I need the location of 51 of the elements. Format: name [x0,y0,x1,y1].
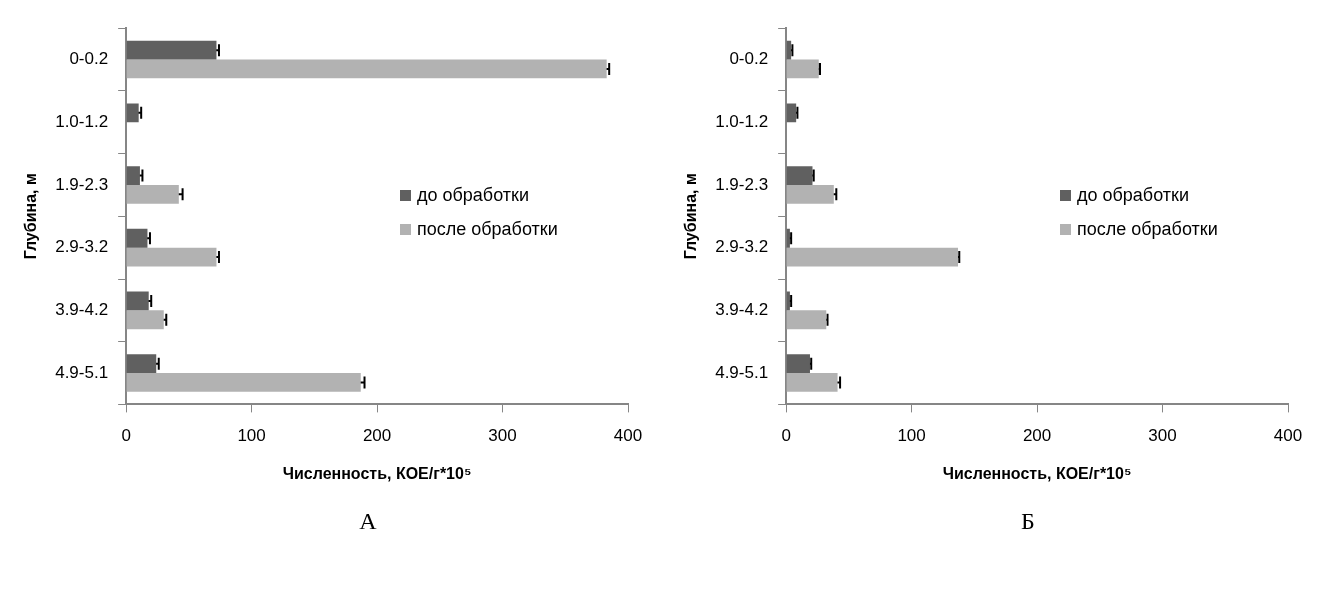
legend-label: после обработки [417,218,558,240]
y-tick-label: 4.9-5.1 [715,362,769,382]
y-axis-title: Глубина, м [682,173,700,260]
legend-label: до обработки [417,184,529,206]
bar [126,166,140,185]
y-tick-label: 3.9-4.2 [55,300,109,320]
x-tick-label: 400 [1273,426,1303,446]
x-tick-label: 100 [897,426,926,446]
x-tick-label: 0 [121,426,131,446]
text: Б [1020,508,1036,535]
bar [126,354,157,374]
bar [126,228,148,248]
bar [126,373,361,392]
y-tick-label: 1.0-1.2 [715,111,769,131]
x-axis-title: Численность, КОЕ/г*10⁵ [282,464,472,482]
x-tick-label: 200 [362,426,392,446]
bar [786,354,810,374]
x-tick-label: 300 [1148,426,1177,446]
bar [786,373,838,392]
bar [786,166,813,185]
y-tick-label: 2.9-3.2 [55,237,109,257]
bar [786,247,959,267]
y-axis-title: Глубина, м [22,173,40,260]
y-tick-label: 3.9-4.2 [715,300,769,320]
y-tick-label: 1.0-1.2 [55,111,109,131]
y-tick-label: 1.9-2.3 [715,174,769,194]
x-tick-label: 200 [1022,426,1052,446]
bar [126,247,217,267]
x-tick-label: 300 [488,426,517,446]
x-axis-title: Численность, КОЕ/г*10⁵ [942,464,1132,482]
x-tick-label: 400 [613,426,643,446]
y-tick-label: 0-0.2 [69,49,109,69]
text: А [358,508,378,535]
y-tick-label: 4.9-5.1 [55,362,109,382]
bar [126,184,179,204]
y-tick-label: 1.9-2.3 [55,174,109,194]
bar [126,103,139,123]
y-tick-label: 2.9-3.2 [715,237,769,257]
legend-label: до обработки [1077,184,1189,206]
bar [786,59,819,79]
bar [786,184,834,204]
bar [126,59,607,79]
bar [786,310,827,330]
x-tick-label: 0 [781,426,791,446]
bar [126,291,149,311]
bar [126,40,217,60]
legend-label: после обработки [1077,218,1218,240]
bar [126,310,164,330]
y-tick-label: 0-0.2 [729,49,769,69]
x-tick-label: 100 [237,426,266,446]
bar [786,103,797,123]
